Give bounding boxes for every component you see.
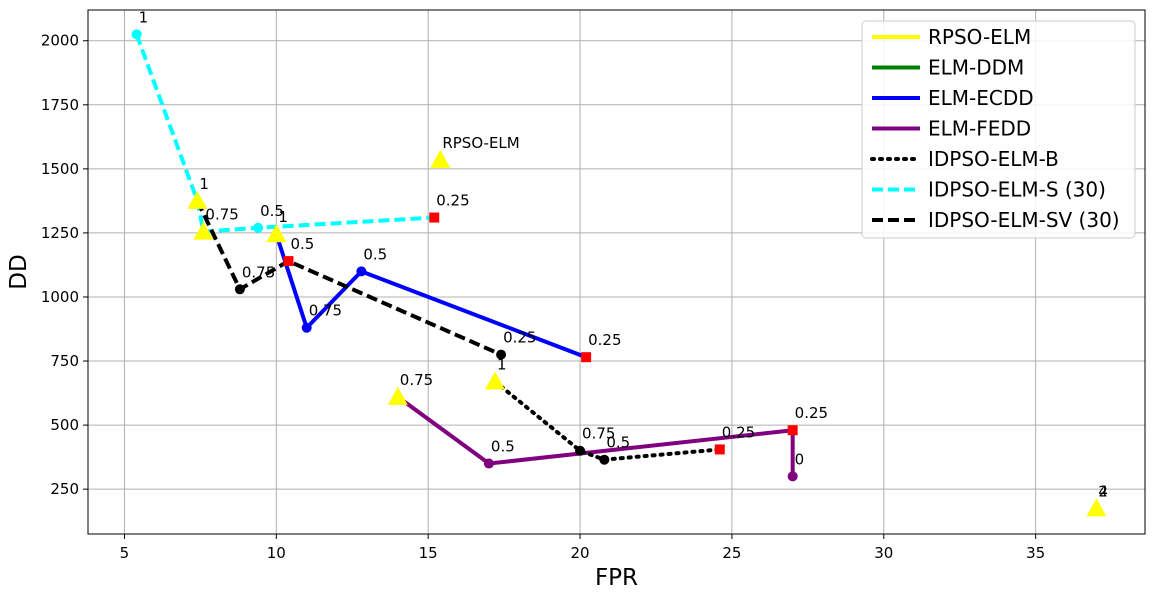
data-point-marker [496, 349, 507, 360]
y-tick-label: 1000 [41, 288, 79, 306]
data-label: 0.25 [588, 331, 621, 349]
data-label: 0.75 [242, 263, 275, 281]
legend-entry: IDPSO-ELM-S (30) [928, 178, 1106, 202]
series-line [274, 233, 587, 360]
data-label: 0.75 [582, 425, 615, 443]
data-label: 0.5 [363, 245, 387, 263]
data-label: RPSO-ELM [442, 134, 519, 152]
data-label: 0.5 [260, 202, 284, 220]
data-point-marker [575, 445, 586, 456]
data-label: 0 [795, 450, 805, 468]
series-lines [134, 33, 795, 477]
legend: RPSO-ELM ELM-DDM ELM-ECDD ELM-FEDD IDPSO-ELM… [861, 20, 1136, 239]
y-tick-label: 1750 [41, 96, 79, 114]
data-point-marker [234, 284, 245, 295]
x-tick-label: 15 [419, 544, 438, 562]
data-point-marker [485, 371, 506, 390]
data-label: 0.25 [436, 192, 469, 210]
y-axis-label: DD [6, 254, 32, 289]
data-label: 2 [1098, 482, 1108, 500]
data-point-marker [430, 149, 451, 168]
y-tick-label: 2000 [41, 32, 79, 50]
x-tick-label: 35 [1026, 544, 1045, 562]
data-label: 1 [278, 208, 288, 226]
plot-area-frame [87, 9, 1146, 535]
data-label: 4 [1098, 482, 1108, 500]
axis-ticks: 5 10 15 20 25 30 35250500750100012501500175020… [41, 32, 1045, 562]
data-point-marker [301, 322, 312, 333]
y-tick-label: 500 [50, 416, 79, 434]
data-label: 0.25 [795, 404, 828, 422]
data-point-marker [714, 444, 725, 455]
data-point-marker [429, 212, 440, 223]
series-line [134, 33, 435, 234]
data-point-marker [599, 454, 610, 465]
data-point-marker [356, 266, 367, 277]
x-tick-label: 10 [267, 544, 286, 562]
legend-entry: RPSO-ELM [928, 25, 1031, 49]
legend-entry: ELM-FEDD [928, 117, 1031, 141]
series-line [195, 200, 502, 357]
x-tick-label: 30 [874, 544, 893, 562]
data-label: 0.5 [290, 235, 314, 253]
markers [131, 29, 1107, 517]
data-point-marker [787, 471, 798, 482]
x-tick-label: 5 [120, 544, 130, 562]
y-tick-label: 250 [50, 480, 79, 498]
data-point-marker [131, 29, 142, 40]
data-label: 1 [199, 175, 209, 193]
series-line [396, 395, 795, 477]
data-point-marker [387, 386, 408, 405]
data-label: 0.25 [503, 329, 536, 347]
y-tick-label: 750 [50, 352, 79, 370]
legend-entry: ELM-DDM [928, 56, 1024, 80]
legend-entry: IDPSO-ELM-SV (30) [928, 208, 1120, 232]
data-point-marker [187, 190, 208, 209]
series-line [493, 379, 722, 462]
x-axis-label: FPR [595, 565, 638, 591]
data-point-marker [1086, 498, 1107, 517]
data-label: 0.75 [400, 371, 433, 389]
data-point-marker [253, 222, 264, 233]
data-point-marker [787, 425, 798, 436]
data-point-marker [266, 224, 287, 243]
y-tick-label: 1250 [41, 224, 79, 242]
data-label: 0.25 [722, 423, 755, 441]
data-point-marker [581, 352, 592, 363]
data-label: 1 [139, 8, 149, 26]
data-point-marker [193, 221, 214, 240]
legend-box [861, 20, 1136, 239]
data-point-marker [283, 256, 294, 267]
legend-entry: ELM-ECDD [928, 86, 1034, 110]
legend-entry: IDPSO-ELM-B [928, 147, 1059, 171]
x-tick-label: 25 [722, 544, 741, 562]
data-label: 1 [497, 356, 507, 374]
data-point-marker [483, 458, 494, 469]
x-tick-label: 20 [571, 544, 590, 562]
data-label: 0.75 [309, 302, 342, 320]
data-label: 0.5 [606, 434, 630, 452]
data-label: 0.75 [205, 206, 238, 224]
y-tick-label: 1500 [41, 160, 79, 178]
data-label: 0.5 [491, 438, 515, 456]
